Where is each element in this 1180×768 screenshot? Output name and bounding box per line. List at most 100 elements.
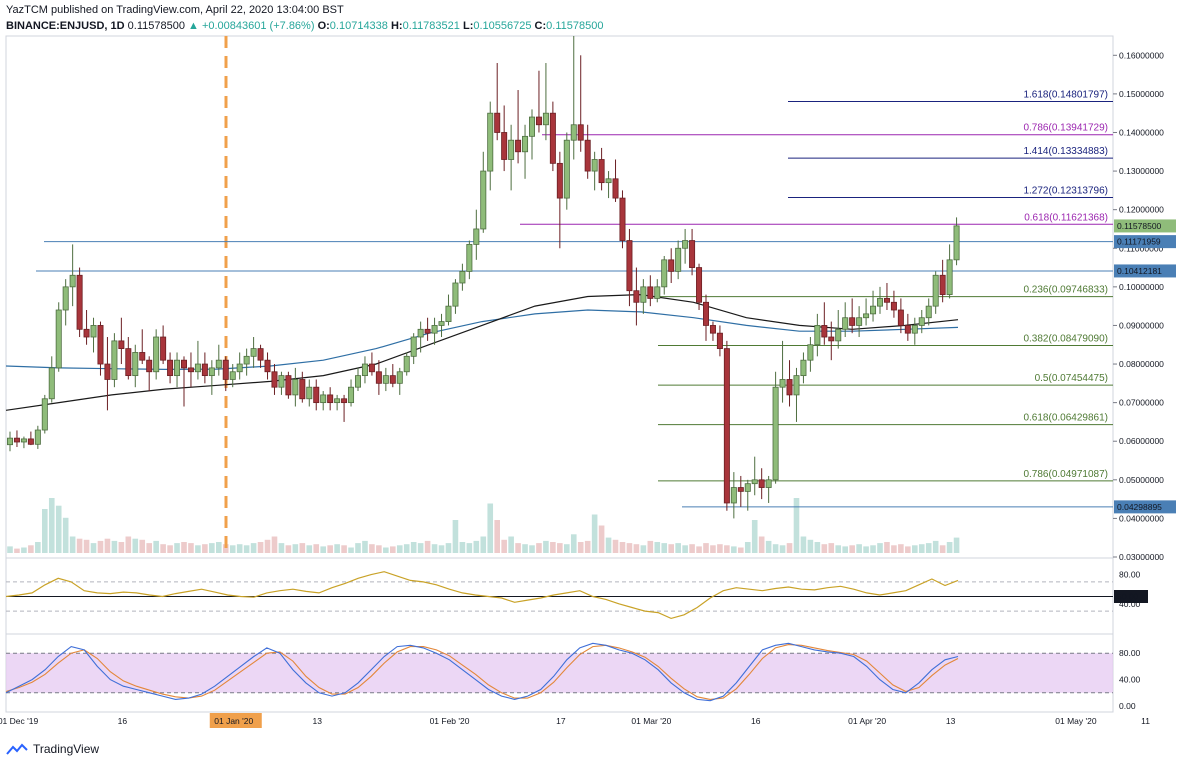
ma-blue-line [5, 309, 959, 371]
close-value: 0.11578500 [546, 20, 604, 32]
volume-bar [229, 545, 236, 553]
price-tick-label: 0.03000000 [1119, 552, 1164, 562]
volume-bar [327, 545, 333, 553]
volume-bar [925, 543, 932, 553]
date-tick-label: 01 Apr '20 [848, 716, 886, 726]
price-badge-label: 0.11171959 [1117, 237, 1161, 247]
candle-body [174, 359, 181, 377]
volume-bar [842, 546, 848, 553]
candle-body [90, 325, 97, 338]
fib-level-label: 0.382(0.08479090) [1023, 334, 1108, 345]
volume-bar [278, 543, 285, 553]
volume-bar [953, 537, 960, 553]
candle-body [264, 359, 271, 373]
volume-bar [243, 545, 250, 553]
candle-body [76, 274, 83, 330]
fib-level-label: 0.618(0.11621368) [1024, 212, 1108, 223]
volume-bar [738, 547, 744, 553]
volume-bar [410, 542, 417, 553]
date-highlight [209, 713, 262, 728]
candle-body [341, 398, 348, 404]
publish-line: YazTCM published on TradingView.com, Apr… [6, 4, 344, 16]
candle-body [313, 386, 320, 404]
candle-body [842, 317, 849, 330]
candle-body [494, 112, 501, 133]
volume-bar [334, 544, 340, 553]
volume-bar [807, 539, 814, 553]
volume-bar [696, 546, 702, 553]
open-label: O: [317, 20, 330, 32]
candle-body [466, 243, 473, 272]
volume-bar [383, 547, 389, 553]
candle-body [619, 197, 626, 241]
date-tick-label: 01 Dec '19 [0, 716, 38, 726]
volume-bar [376, 545, 382, 553]
candle-body [549, 112, 556, 164]
volume-bar [111, 540, 118, 553]
candle-body [389, 375, 396, 384]
volume-bar [891, 545, 897, 553]
candle-body [306, 386, 313, 400]
tradingview-logo: TradingView [6, 742, 99, 756]
volume-bar [473, 540, 480, 553]
volume-bar [487, 503, 494, 553]
volume-bar [772, 544, 779, 553]
fib-level-label: 1.272(0.12313796) [1023, 186, 1108, 197]
candle-body [890, 301, 897, 311]
candle-body [508, 139, 515, 160]
volume-bar [724, 545, 730, 553]
price-chart[interactable]: 1.618(0.14801797) 0.786(0.13941729) 1.414(… [0, 0, 1180, 740]
volume-bar [390, 546, 396, 553]
high-label: H: [390, 20, 403, 32]
price-badge-label: 0.11578500 [1117, 221, 1162, 231]
candle-body [939, 274, 946, 295]
candle-body [132, 352, 139, 377]
volume-bar [14, 548, 20, 553]
candle-body [877, 298, 884, 307]
volume-bar [139, 539, 146, 553]
volume-bar [403, 544, 410, 553]
volume-bar [181, 542, 187, 553]
volume-bar [821, 544, 828, 553]
candle-body [870, 305, 877, 315]
candle-body [48, 367, 55, 400]
volume-bar [598, 525, 605, 553]
candle-body [946, 259, 953, 295]
volume-bar [577, 542, 584, 553]
candle-body [696, 267, 703, 303]
volume-bar [299, 543, 306, 553]
volume-bar [626, 543, 633, 553]
low-value: 0.10556725 [473, 20, 532, 32]
candle-body [438, 321, 445, 326]
date-tick-label: 13 [313, 716, 323, 726]
volume-bar [167, 545, 173, 553]
ma-black-line [5, 293, 959, 411]
volume-bar [912, 545, 918, 553]
candle-body [431, 325, 438, 334]
volume-bar [779, 545, 786, 553]
candle-body [556, 162, 563, 199]
volume-bar [647, 540, 654, 553]
candle-body [396, 371, 403, 384]
volume-bar [438, 545, 445, 553]
price-tick-label: 0.07000000 [1119, 398, 1164, 408]
candle-body [689, 240, 696, 268]
volume-bar [83, 539, 90, 553]
volume-bar [758, 536, 765, 553]
volume-bar [236, 544, 243, 553]
open-value: 0.10714338 [329, 20, 388, 32]
fib-level-label: 0.618(0.06429861) [1023, 413, 1108, 424]
candle-body [125, 348, 132, 377]
volume-bar [536, 543, 542, 553]
volume-bar [828, 543, 835, 553]
candle-body [459, 271, 466, 284]
price-tick-label: 0.10000000 [1119, 282, 1164, 292]
candle-body [786, 379, 793, 396]
volume-bar [42, 509, 48, 553]
volume-bar [564, 544, 570, 553]
candle-body [34, 429, 41, 445]
candle-body [577, 124, 584, 141]
volume-bar [918, 544, 925, 553]
candle-body [445, 305, 452, 322]
volume-bar [898, 544, 904, 553]
